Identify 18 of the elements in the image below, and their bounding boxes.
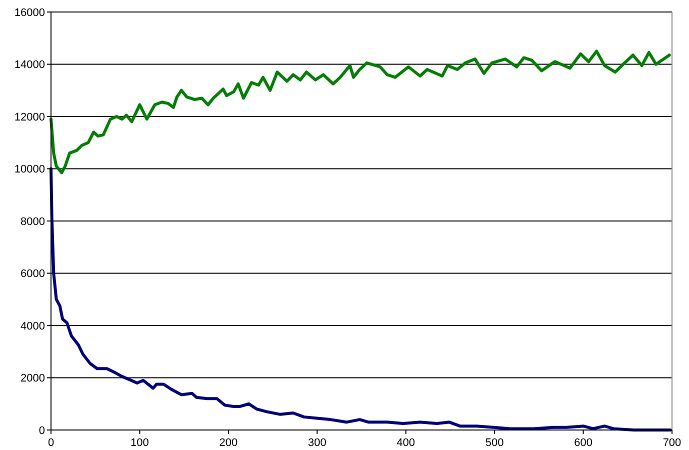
line-series [50,50,671,174]
x-tick-label: 400 [396,437,416,449]
y-tick-label: 16000 [14,6,45,19]
y-tick-label: 10000 [14,164,45,176]
x-tick-label: 200 [219,437,238,449]
x-tick-label: 500 [485,437,504,449]
y-tick-label: 4000 [20,320,45,332]
y-tick-label: 6000 [20,268,45,280]
y-tick-label: 12000 [14,111,45,124]
x-tick-label: 300 [308,437,326,449]
y-tick-label: 8000 [20,216,45,228]
y-tick-label: 0 [38,424,45,437]
x-tick-label: 0 [48,437,54,449]
x-tick-label: 600 [574,437,592,449]
x-tick-label: 100 [130,437,149,449]
x-tick-label: 700 [662,437,682,449]
y-tick-label: 2000 [20,372,45,385]
y-tick-label: 14000 [14,59,45,72]
